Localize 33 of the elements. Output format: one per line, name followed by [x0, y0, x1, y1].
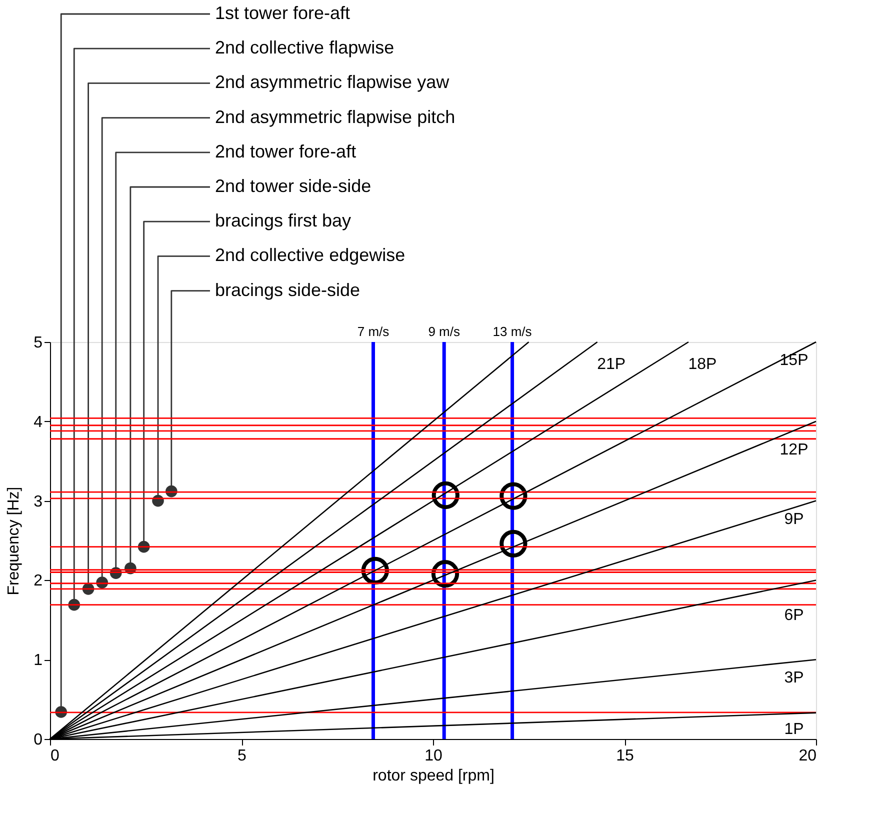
- series-label: 15P: [780, 352, 808, 369]
- x-tick-label: 15: [616, 748, 634, 764]
- ref-line-label: 9 m/s: [428, 324, 460, 339]
- annotation: bracings first bay: [215, 210, 352, 231]
- series-label: 18P: [688, 356, 717, 373]
- annotation: 2nd tower side-side: [215, 176, 372, 196]
- ref-line-label: 13 m/s: [492, 324, 532, 339]
- x-tick-label: 20: [798, 748, 817, 764]
- series-label: 21P: [597, 356, 626, 373]
- series-label: 9P: [784, 510, 804, 528]
- annotation: 2nd collective edgewise: [215, 245, 406, 266]
- y-tick-label: 0: [34, 732, 43, 748]
- x-tick-label: 0: [50, 748, 60, 764]
- annotation: 1st tower fore-aft: [215, 3, 350, 23]
- series-label: 6P: [784, 607, 804, 624]
- annotation: 2nd collective flapwise: [215, 38, 394, 58]
- series-label: 3P: [784, 670, 804, 687]
- y-axis-title: Frequency [Hz]: [6, 486, 23, 596]
- annotation: 2nd asymmetric flapwise pitch: [215, 106, 456, 127]
- series-label: 12P: [780, 441, 808, 458]
- y-tick-label: 2: [34, 572, 43, 590]
- y-tick-label: 4: [34, 414, 43, 431]
- y-tick-label: 5: [34, 334, 43, 352]
- annotation: 2nd tower fore-aft: [215, 141, 356, 162]
- y-tick-label: 1: [34, 652, 43, 670]
- y-tick-label: 3: [34, 493, 43, 510]
- x-tick-label: 10: [424, 748, 442, 764]
- x-axis-title: rotor speed [rpm]: [372, 768, 494, 784]
- ref-line-label: 7 m/s: [357, 324, 390, 339]
- annotation: 2nd asymmetric flapwise yaw: [215, 72, 450, 92]
- series-label: 1P: [784, 721, 804, 738]
- annotation: bracings side-side: [215, 280, 360, 300]
- x-tick-label: 5: [238, 748, 247, 764]
